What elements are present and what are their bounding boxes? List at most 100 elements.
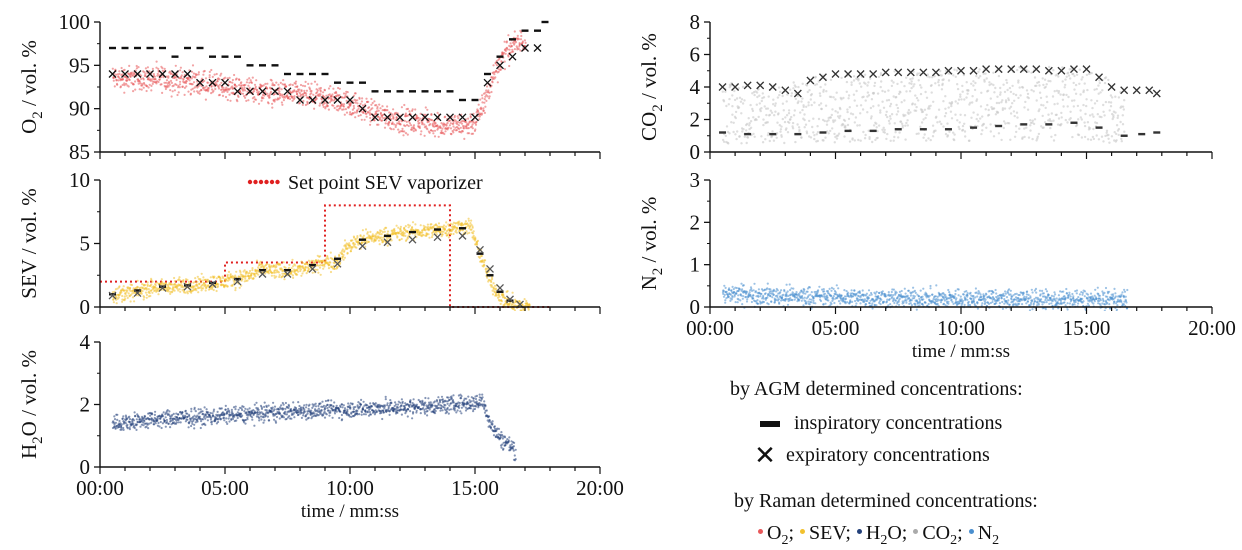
co2-raman-point — [781, 94, 784, 98]
sev-raman-point — [350, 247, 353, 251]
o2-raman-point — [175, 76, 178, 79]
sev-raman-point — [343, 256, 346, 259]
h2o-raman-point — [285, 417, 288, 421]
sev-raman-point — [492, 288, 495, 291]
h2o-raman-point — [194, 421, 197, 424]
o2-raman-point — [121, 73, 124, 76]
h2o-raman-point — [418, 405, 421, 409]
sev-raman-point — [203, 278, 207, 281]
co2-raman-point — [829, 116, 832, 119]
h2o-raman-point — [200, 420, 203, 423]
co2-raman-point — [839, 107, 842, 111]
co2-raman-point — [853, 139, 856, 142]
sev-raman-point — [352, 241, 355, 245]
co2-raman-point — [845, 90, 848, 94]
co2-raman-point — [911, 102, 914, 105]
o2-raman-point — [208, 74, 211, 77]
h2o-raman-point — [177, 418, 180, 421]
h2o-raman-point — [462, 399, 465, 402]
co2-raman-point — [768, 139, 771, 143]
h2o-raman-point — [128, 428, 131, 431]
co2-raman-point — [942, 100, 945, 103]
sev-raman-point — [396, 236, 399, 239]
co2-raman-point — [793, 109, 796, 112]
co2-raman-point — [919, 125, 922, 128]
co2-raman-point — [869, 117, 873, 120]
sev-raman-point — [301, 272, 304, 275]
o2-inspiratory-point — [134, 46, 141, 50]
sev-raman-point — [300, 268, 303, 271]
o2-raman-point — [495, 59, 498, 63]
o2-inspiratory-point — [484, 72, 491, 76]
o2-inspiratory-point — [541, 20, 549, 24]
o2-inspiratory-point — [359, 81, 366, 84]
h2o-raman-point — [280, 404, 283, 407]
h2o-raman-point — [346, 408, 349, 411]
h2o-raman-point — [146, 423, 149, 426]
h2o-raman-point — [307, 407, 310, 410]
o2-raman-point — [431, 119, 434, 122]
co2-raman-point — [762, 96, 766, 99]
h2o-raman-point — [113, 418, 117, 421]
sev-raman-point — [311, 271, 314, 274]
co2-raman-point — [766, 134, 770, 137]
o2-raman-point — [193, 90, 196, 93]
sev-raman-point — [287, 266, 291, 269]
sev-raman-point — [468, 227, 471, 230]
o2-raman-point — [127, 85, 130, 88]
o2-raman-point — [383, 126, 387, 129]
h2o-raman-point — [165, 420, 169, 424]
co2-raman-point — [879, 85, 882, 89]
sev-raman-point — [136, 286, 139, 289]
sev-raman-point — [430, 223, 433, 226]
o2-raman-point — [146, 85, 149, 88]
h2o-raman-point — [394, 403, 398, 406]
co2-raman-point — [884, 113, 888, 117]
sev-raman-point — [403, 226, 406, 230]
co2-raman-point — [956, 83, 959, 86]
o2-raman-point — [243, 89, 247, 92]
o2-raman-point — [260, 99, 263, 102]
co2-raman-point — [866, 111, 869, 114]
sev-inspiratory-point — [384, 234, 391, 238]
o2-raman-point — [191, 87, 194, 90]
o2-expiratory-point — [458, 113, 467, 122]
co2-raman-point — [748, 124, 751, 127]
sev-raman-point — [219, 277, 222, 280]
co2-raman-point — [825, 123, 829, 126]
h2o-x-axis-label: time / mm:ss — [301, 501, 399, 522]
h2o-raman-point — [239, 412, 242, 415]
h2o-raman-point — [142, 424, 145, 427]
o2-raman-point — [423, 123, 426, 126]
sev-raman-point — [238, 286, 241, 289]
o2-raman-point — [182, 78, 185, 81]
o2-raman-point — [488, 97, 491, 100]
sev-raman-point — [239, 271, 242, 274]
h2o-raman-point — [509, 444, 512, 447]
co2-raman-point — [911, 77, 914, 80]
o2-raman-point — [294, 82, 297, 85]
o2-raman-point — [134, 88, 137, 91]
o2-expiratory-point — [258, 87, 267, 96]
h2o-raman-point — [332, 405, 335, 408]
sev-raman-point — [393, 227, 396, 231]
co2-raman-point — [872, 91, 876, 95]
o2-raman-point — [356, 110, 359, 113]
o2-raman-point — [348, 113, 351, 116]
o2-raman-point — [323, 89, 326, 92]
co2-raman-point — [928, 107, 931, 110]
sev-raman-point — [419, 224, 422, 227]
co2-raman-point — [921, 110, 925, 113]
o2-raman-point — [306, 103, 309, 106]
sev-raman-point — [323, 265, 326, 268]
sev-raman-point — [198, 283, 201, 286]
sev-raman-point — [207, 278, 210, 281]
sev-raman-point — [275, 275, 278, 278]
o2-raman-point — [298, 92, 301, 95]
o2-raman-point — [244, 83, 247, 86]
h2o-raman-point — [411, 412, 415, 415]
co2-raman-point — [940, 74, 943, 77]
co2-raman-point — [805, 130, 808, 133]
o2-y-tick-label: 100 — [59, 10, 91, 34]
